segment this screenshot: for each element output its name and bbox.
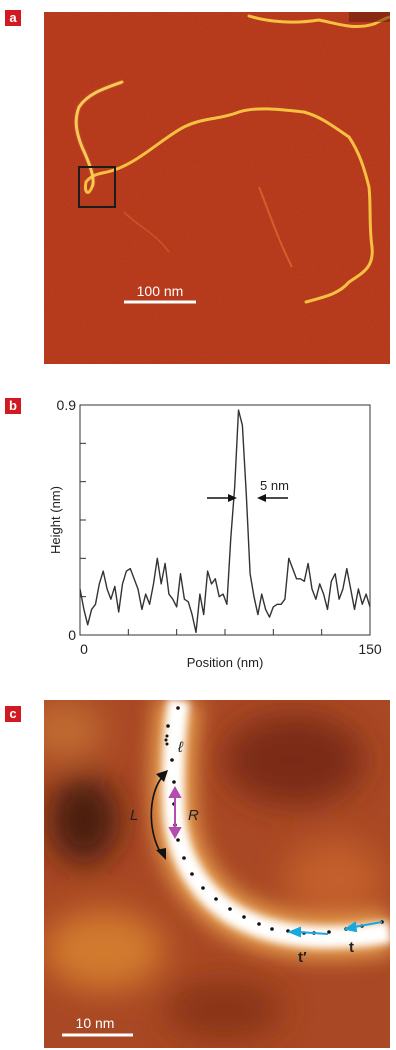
panel-label-a: a — [5, 10, 21, 26]
x-axis-label: Position (nm) — [187, 655, 264, 670]
symbol-t-prime: t′ — [298, 949, 307, 966]
panel-label-b: b — [5, 398, 21, 414]
chord-arrow — [168, 785, 182, 840]
x-tick-label-min: 0 — [80, 641, 88, 657]
fwhm-label: 5 nm — [260, 478, 289, 493]
scale-bar-label: 10 nm — [76, 1015, 115, 1031]
tangent-arrows — [287, 921, 383, 938]
y-tick-label-max: 0.9 — [57, 397, 77, 413]
symbol-ell: ℓ — [177, 739, 184, 756]
symbol-R: R — [188, 807, 199, 824]
fwhm-annotation: 5 nm — [207, 478, 289, 502]
zoom-region-box — [78, 166, 116, 208]
y-tick-label-min: 0 — [68, 627, 76, 643]
afm-image-a: 100 nm — [44, 12, 390, 364]
y-axis-label: Height (nm) — [48, 486, 63, 554]
symbol-t: t — [349, 939, 354, 956]
afm-zoom-image-c: ℓ L R t′ t 10 nm — [44, 700, 390, 1048]
symbol-L: L — [130, 807, 138, 824]
x-tick-label-max: 150 — [358, 641, 382, 657]
height-profile-chart: 0 0.9 0 150 Height (nm) Position (nm) 5 nm — [48, 397, 382, 670]
scale-bar-label: 100 nm — [137, 283, 184, 299]
arc-length-arrow — [150, 770, 168, 860]
series-line-height — [79, 409, 371, 634]
panel-label-c: c — [5, 706, 21, 722]
